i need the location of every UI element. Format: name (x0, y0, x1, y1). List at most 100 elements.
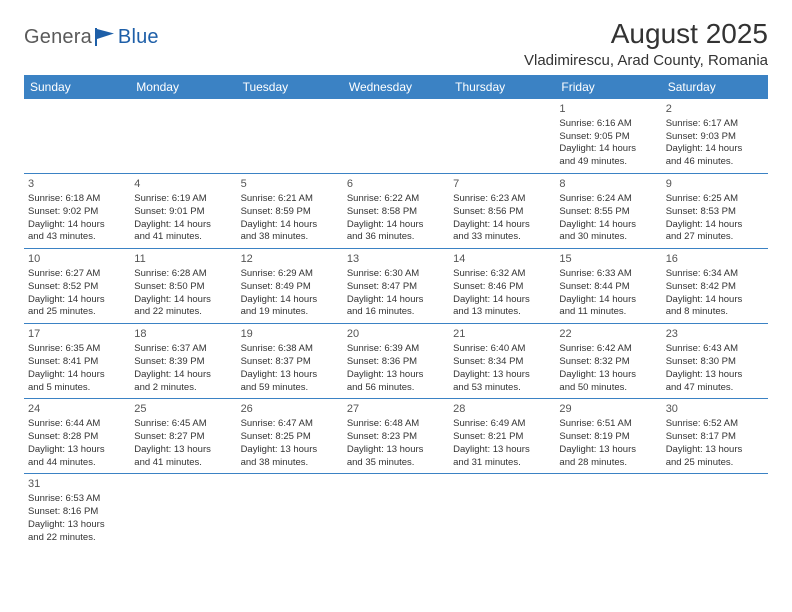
cell-day2: and 22 minutes. (134, 306, 232, 319)
cell-sunset: Sunset: 8:39 PM (134, 356, 232, 369)
cell-sunrise: Sunrise: 6:22 AM (347, 193, 445, 206)
cell-sunset: Sunset: 9:03 PM (666, 131, 764, 144)
calendar-cell: 18Sunrise: 6:37 AMSunset: 8:39 PMDayligh… (130, 324, 236, 399)
cell-day1: Daylight: 13 hours (559, 369, 657, 382)
cell-sunrise: Sunrise: 6:32 AM (453, 268, 551, 281)
calendar-cell: 5Sunrise: 6:21 AMSunset: 8:59 PMDaylight… (237, 174, 343, 249)
day-number: 25 (134, 402, 232, 417)
cell-sunset: Sunset: 8:50 PM (134, 281, 232, 294)
calendar-cell: 7Sunrise: 6:23 AMSunset: 8:56 PMDaylight… (449, 174, 555, 249)
calendar-cell: 16Sunrise: 6:34 AMSunset: 8:42 PMDayligh… (662, 249, 768, 324)
cell-day1: Daylight: 14 hours (559, 294, 657, 307)
cell-sunrise: Sunrise: 6:24 AM (559, 193, 657, 206)
cell-day2: and 59 minutes. (241, 382, 339, 395)
calendar-table: SundayMondayTuesdayWednesdayThursdayFrid… (24, 75, 768, 549)
day-header: Thursday (449, 75, 555, 99)
cell-day1: Daylight: 13 hours (453, 444, 551, 457)
cell-sunset: Sunset: 8:27 PM (134, 431, 232, 444)
calendar-cell: 1Sunrise: 6:16 AMSunset: 9:05 PMDaylight… (555, 99, 661, 174)
cell-day1: Daylight: 14 hours (241, 219, 339, 232)
cell-sunrise: Sunrise: 6:27 AM (28, 268, 126, 281)
day-number: 1 (559, 102, 657, 117)
cell-day1: Daylight: 14 hours (666, 143, 764, 156)
cell-sunset: Sunset: 8:41 PM (28, 356, 126, 369)
cell-sunset: Sunset: 8:53 PM (666, 206, 764, 219)
day-number: 20 (347, 327, 445, 342)
calendar-cell: 14Sunrise: 6:32 AMSunset: 8:46 PMDayligh… (449, 249, 555, 324)
cell-sunset: Sunset: 8:23 PM (347, 431, 445, 444)
cell-day1: Daylight: 13 hours (347, 444, 445, 457)
day-header: Friday (555, 75, 661, 99)
day-number: 26 (241, 402, 339, 417)
calendar-cell: 30Sunrise: 6:52 AMSunset: 8:17 PMDayligh… (662, 399, 768, 474)
calendar-cell: 31Sunrise: 6:53 AMSunset: 8:16 PMDayligh… (24, 474, 130, 549)
cell-day1: Daylight: 14 hours (134, 294, 232, 307)
cell-sunset: Sunset: 8:37 PM (241, 356, 339, 369)
calendar-cell: 26Sunrise: 6:47 AMSunset: 8:25 PMDayligh… (237, 399, 343, 474)
day-number: 2 (666, 102, 764, 117)
cell-sunrise: Sunrise: 6:42 AM (559, 343, 657, 356)
day-header: Saturday (662, 75, 768, 99)
day-number: 22 (559, 327, 657, 342)
cell-sunrise: Sunrise: 6:28 AM (134, 268, 232, 281)
calendar-cell: 23Sunrise: 6:43 AMSunset: 8:30 PMDayligh… (662, 324, 768, 399)
day-header: Monday (130, 75, 236, 99)
day-number: 30 (666, 402, 764, 417)
logo: Genera Blue (24, 18, 159, 51)
calendar-cell: 2Sunrise: 6:17 AMSunset: 9:03 PMDaylight… (662, 99, 768, 174)
cell-day2: and 30 minutes. (559, 231, 657, 244)
calendar-cell: 15Sunrise: 6:33 AMSunset: 8:44 PMDayligh… (555, 249, 661, 324)
calendar-week: 3Sunrise: 6:18 AMSunset: 9:02 PMDaylight… (24, 174, 768, 249)
calendar-cell: 6Sunrise: 6:22 AMSunset: 8:58 PMDaylight… (343, 174, 449, 249)
day-number: 15 (559, 252, 657, 267)
day-number: 6 (347, 177, 445, 192)
calendar-cell: 9Sunrise: 6:25 AMSunset: 8:53 PMDaylight… (662, 174, 768, 249)
cell-day1: Daylight: 14 hours (134, 219, 232, 232)
calendar-cell: 27Sunrise: 6:48 AMSunset: 8:23 PMDayligh… (343, 399, 449, 474)
cell-day2: and 56 minutes. (347, 382, 445, 395)
location: Vladimirescu, Arad County, Romania (524, 52, 768, 69)
day-number: 14 (453, 252, 551, 267)
calendar-cell: 11Sunrise: 6:28 AMSunset: 8:50 PMDayligh… (130, 249, 236, 324)
cell-sunrise: Sunrise: 6:33 AM (559, 268, 657, 281)
cell-sunset: Sunset: 8:58 PM (347, 206, 445, 219)
calendar-cell (343, 99, 449, 174)
cell-sunset: Sunset: 8:28 PM (28, 431, 126, 444)
cell-day1: Daylight: 13 hours (666, 369, 764, 382)
calendar-cell: 21Sunrise: 6:40 AMSunset: 8:34 PMDayligh… (449, 324, 555, 399)
logo-text-blue: Blue (118, 26, 159, 49)
calendar-cell: 3Sunrise: 6:18 AMSunset: 9:02 PMDaylight… (24, 174, 130, 249)
cell-day2: and 5 minutes. (28, 382, 126, 395)
calendar-cell: 8Sunrise: 6:24 AMSunset: 8:55 PMDaylight… (555, 174, 661, 249)
cell-sunset: Sunset: 8:47 PM (347, 281, 445, 294)
cell-sunrise: Sunrise: 6:48 AM (347, 418, 445, 431)
cell-sunset: Sunset: 8:42 PM (666, 281, 764, 294)
cell-day2: and 43 minutes. (28, 231, 126, 244)
day-number: 3 (28, 177, 126, 192)
calendar-week: 24Sunrise: 6:44 AMSunset: 8:28 PMDayligh… (24, 399, 768, 474)
cell-sunrise: Sunrise: 6:30 AM (347, 268, 445, 281)
cell-sunrise: Sunrise: 6:19 AM (134, 193, 232, 206)
logo-flag-icon (94, 26, 120, 53)
calendar-cell: 20Sunrise: 6:39 AMSunset: 8:36 PMDayligh… (343, 324, 449, 399)
cell-day1: Daylight: 13 hours (559, 444, 657, 457)
cell-sunset: Sunset: 8:25 PM (241, 431, 339, 444)
cell-sunset: Sunset: 9:05 PM (559, 131, 657, 144)
cell-day2: and 49 minutes. (559, 156, 657, 169)
cell-day2: and 11 minutes. (559, 306, 657, 319)
day-number: 10 (28, 252, 126, 267)
calendar-cell: 22Sunrise: 6:42 AMSunset: 8:32 PMDayligh… (555, 324, 661, 399)
day-number: 9 (666, 177, 764, 192)
page-root: Genera Blue August 2025 Vladimirescu, Ar… (0, 0, 792, 612)
day-number: 24 (28, 402, 126, 417)
calendar-cell (662, 474, 768, 549)
cell-day2: and 27 minutes. (666, 231, 764, 244)
day-number: 29 (559, 402, 657, 417)
cell-day1: Daylight: 13 hours (666, 444, 764, 457)
cell-day1: Daylight: 14 hours (559, 219, 657, 232)
day-number: 4 (134, 177, 232, 192)
cell-day1: Daylight: 13 hours (134, 444, 232, 457)
cell-sunset: Sunset: 8:49 PM (241, 281, 339, 294)
day-number: 27 (347, 402, 445, 417)
cell-day2: and 25 minutes. (28, 306, 126, 319)
